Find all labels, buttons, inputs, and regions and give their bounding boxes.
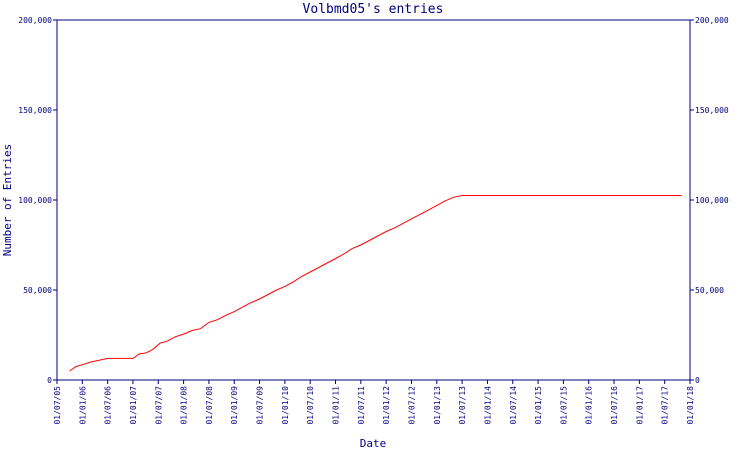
y-tick-label-left: 200,000 — [18, 16, 52, 25]
x-axis-label: Date — [360, 437, 387, 450]
x-tick-label: 01/01/10 — [281, 386, 290, 425]
x-tick-label: 01/07/06 — [104, 386, 113, 425]
y-axis-label: Number of Entries — [1, 144, 14, 257]
x-tick-label: 01/01/12 — [382, 386, 391, 425]
y-tick-label-right: 100,000 — [695, 196, 729, 205]
x-tick-label: 01/01/18 — [686, 386, 695, 425]
y-tick-label-left: 150,000 — [18, 106, 52, 115]
x-tick-label: 01/07/14 — [509, 386, 518, 425]
y-tick-label-left: 50,000 — [23, 286, 52, 295]
plot-frame — [56, 19, 691, 381]
x-tick-label: 01/07/12 — [407, 386, 416, 425]
series — [69, 195, 682, 372]
x-tick-label: 01/07/13 — [458, 386, 467, 425]
y-tick-label-left: 100,000 — [18, 196, 52, 205]
y-tick-label-left: 0 — [47, 376, 52, 385]
x-tick-label: 01/07/05 — [53, 386, 62, 425]
x-tick-label: 01/01/17 — [635, 386, 644, 425]
x-tick-label: 01/07/09 — [256, 386, 265, 425]
x-tick-label: 01/01/14 — [483, 386, 492, 425]
x-tick-label: 01/07/17 — [661, 386, 670, 425]
x-tick-label: 01/07/16 — [610, 386, 619, 425]
y-tick-label-right: 150,000 — [695, 106, 729, 115]
x-tick-label: 01/07/08 — [205, 386, 214, 425]
y-tick-label-right: 0 — [695, 376, 700, 385]
x-tick-label: 01/01/15 — [534, 386, 543, 425]
x-tick-label: 01/07/15 — [559, 386, 568, 425]
x-tick-label: 01/01/08 — [180, 386, 189, 425]
x-tick-label: 01/07/07 — [154, 386, 163, 425]
y-tick-label-right: 50,000 — [695, 286, 724, 295]
y-ticks: 0 0 50,000 50,000 100,000 100,000 150,000 150,0… — [18, 16, 729, 385]
x-tick-label: 01/01/11 — [332, 386, 341, 425]
x-tick-label: 01/07/10 — [306, 386, 315, 425]
x-tick-label: 01/07/11 — [357, 386, 366, 425]
series-line — [69, 195, 682, 372]
x-tick-label: 01/01/16 — [585, 386, 594, 425]
x-tick-label: 01/01/06 — [78, 386, 87, 425]
x-ticks: 01/07/05 01/01/06 01/07/06 01/01/07 01/07/07… — [53, 380, 695, 425]
x-tick-label: 01/01/13 — [433, 386, 442, 425]
y-tick-label-right: 200,000 — [695, 16, 729, 25]
chart-title: Volbmd05's entries — [303, 2, 444, 17]
x-tick-label: 01/01/07 — [129, 386, 138, 425]
x-tick-label: 01/01/09 — [230, 386, 239, 425]
